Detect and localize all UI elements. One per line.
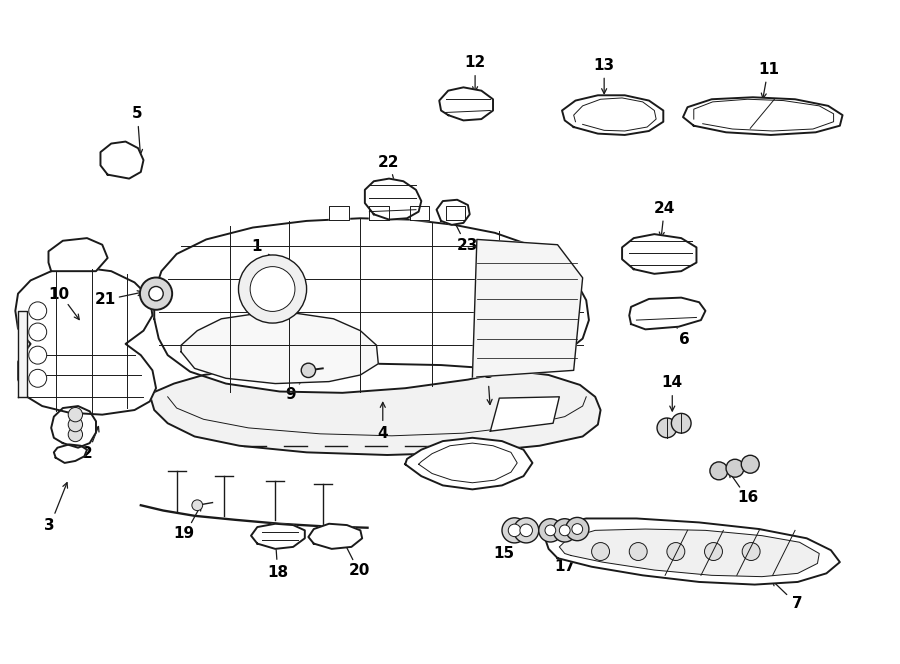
Circle shape <box>29 369 47 387</box>
Circle shape <box>238 255 307 323</box>
Text: 13: 13 <box>594 58 615 73</box>
Text: 14: 14 <box>662 375 683 390</box>
Text: 18: 18 <box>267 564 288 580</box>
Circle shape <box>591 542 609 560</box>
Polygon shape <box>149 364 600 455</box>
Polygon shape <box>49 238 108 271</box>
Polygon shape <box>369 207 389 220</box>
Text: 2: 2 <box>82 446 93 461</box>
Circle shape <box>559 525 570 536</box>
Circle shape <box>565 517 589 540</box>
Polygon shape <box>51 406 96 448</box>
Circle shape <box>29 323 47 341</box>
Polygon shape <box>629 297 706 329</box>
Polygon shape <box>309 524 362 549</box>
Circle shape <box>140 278 172 310</box>
Polygon shape <box>436 200 470 225</box>
Circle shape <box>192 500 202 511</box>
Text: 22: 22 <box>378 155 400 170</box>
Text: 1: 1 <box>251 239 262 254</box>
Text: 23: 23 <box>456 238 478 252</box>
Text: 16: 16 <box>737 490 759 505</box>
Polygon shape <box>439 88 493 120</box>
Polygon shape <box>410 207 429 220</box>
Polygon shape <box>54 444 87 463</box>
Circle shape <box>545 525 556 536</box>
Text: 24: 24 <box>654 201 675 216</box>
Text: 7: 7 <box>792 596 803 611</box>
Polygon shape <box>154 218 589 393</box>
Circle shape <box>508 524 521 537</box>
Text: 3: 3 <box>44 517 55 533</box>
Circle shape <box>502 518 527 543</box>
Circle shape <box>68 428 83 442</box>
Circle shape <box>742 456 760 473</box>
Polygon shape <box>544 519 840 584</box>
Text: 21: 21 <box>94 292 115 307</box>
Circle shape <box>29 302 47 320</box>
Polygon shape <box>181 313 378 384</box>
Text: 10: 10 <box>49 287 70 301</box>
Text: 19: 19 <box>174 527 195 541</box>
Polygon shape <box>559 529 819 576</box>
Circle shape <box>250 267 295 311</box>
Polygon shape <box>472 240 582 377</box>
Circle shape <box>148 286 163 301</box>
Circle shape <box>671 414 691 433</box>
Circle shape <box>742 542 760 560</box>
Circle shape <box>539 519 562 542</box>
Polygon shape <box>364 179 421 220</box>
Polygon shape <box>683 97 842 135</box>
Circle shape <box>554 519 576 542</box>
Text: 15: 15 <box>493 546 515 561</box>
Polygon shape <box>562 95 663 135</box>
Text: 17: 17 <box>554 559 576 574</box>
Circle shape <box>520 524 533 537</box>
Text: 6: 6 <box>679 332 689 347</box>
Circle shape <box>302 363 316 378</box>
Circle shape <box>667 542 685 560</box>
Text: 12: 12 <box>464 55 486 70</box>
Polygon shape <box>491 397 559 431</box>
Polygon shape <box>18 311 27 397</box>
Polygon shape <box>446 207 465 220</box>
Circle shape <box>68 418 83 432</box>
Text: 11: 11 <box>758 62 779 77</box>
Circle shape <box>29 346 47 364</box>
Circle shape <box>68 408 83 422</box>
Text: 20: 20 <box>349 564 370 578</box>
Polygon shape <box>405 438 533 489</box>
Circle shape <box>514 518 539 543</box>
Polygon shape <box>15 267 156 414</box>
Text: 4: 4 <box>377 426 388 441</box>
Circle shape <box>657 418 677 438</box>
Polygon shape <box>101 141 143 179</box>
Text: 5: 5 <box>132 106 142 122</box>
Polygon shape <box>622 234 697 274</box>
Text: 8: 8 <box>482 366 493 381</box>
Circle shape <box>710 462 728 480</box>
Polygon shape <box>251 524 305 549</box>
Circle shape <box>726 459 744 477</box>
Polygon shape <box>329 207 348 220</box>
Circle shape <box>572 524 582 535</box>
Text: 9: 9 <box>285 386 296 402</box>
Circle shape <box>629 542 647 560</box>
Circle shape <box>705 542 723 560</box>
